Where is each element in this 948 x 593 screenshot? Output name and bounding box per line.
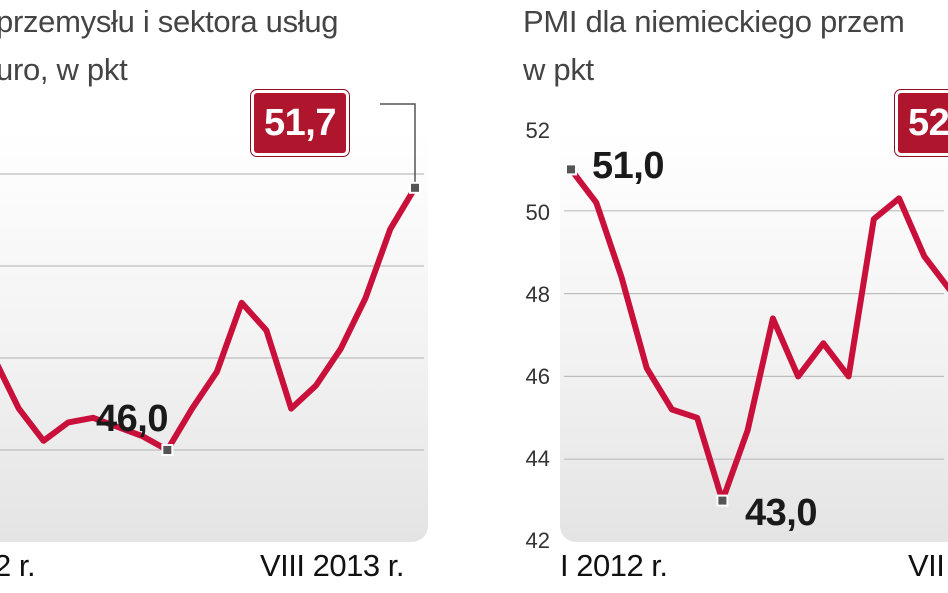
right-series-line (568, 166, 948, 504)
right-value-badge: 52 (895, 90, 948, 156)
left-chart-title-line1: przemysłu i sektora usług (0, 4, 339, 39)
right-y-tick-label: 50 (525, 200, 550, 225)
left-last-value-badge: 51,7 (251, 90, 349, 156)
right-y-tick-label: 46 (525, 364, 550, 389)
right-x-start-label: I 2012 r. (560, 548, 668, 583)
left-min-value-label: 46,0 (96, 398, 168, 440)
right-point-marker (565, 163, 577, 176)
right-chart-title-line1: PMI dla niemieckiego przem (523, 4, 905, 39)
right-y-tick-label: 48 (525, 282, 550, 307)
right-y-tick-label: 52 (525, 118, 550, 143)
left-chart-title-line2: uro, w pkt (0, 52, 128, 87)
right-y-tick-label: 42 (525, 528, 550, 553)
left-x-start-label: 2 r. (0, 548, 36, 583)
left-point-marker (409, 181, 421, 194)
right-x-end-label: VII (908, 548, 945, 583)
left-badge-connector (380, 103, 416, 182)
left-plot-area (0, 128, 428, 542)
right-first-value-label: 51,0 (592, 145, 664, 187)
right-point-marker (716, 494, 729, 507)
right-min-value-label: 43,0 (745, 492, 817, 534)
right-y-tick-label: 44 (525, 446, 550, 471)
left-x-end-label: VIII 2013 r. (260, 548, 404, 583)
right-chart-title-line2: w pkt (523, 52, 594, 87)
left-point-marker (161, 444, 174, 456)
left-series-line (0, 184, 418, 453)
right-plot-area (560, 128, 948, 542)
